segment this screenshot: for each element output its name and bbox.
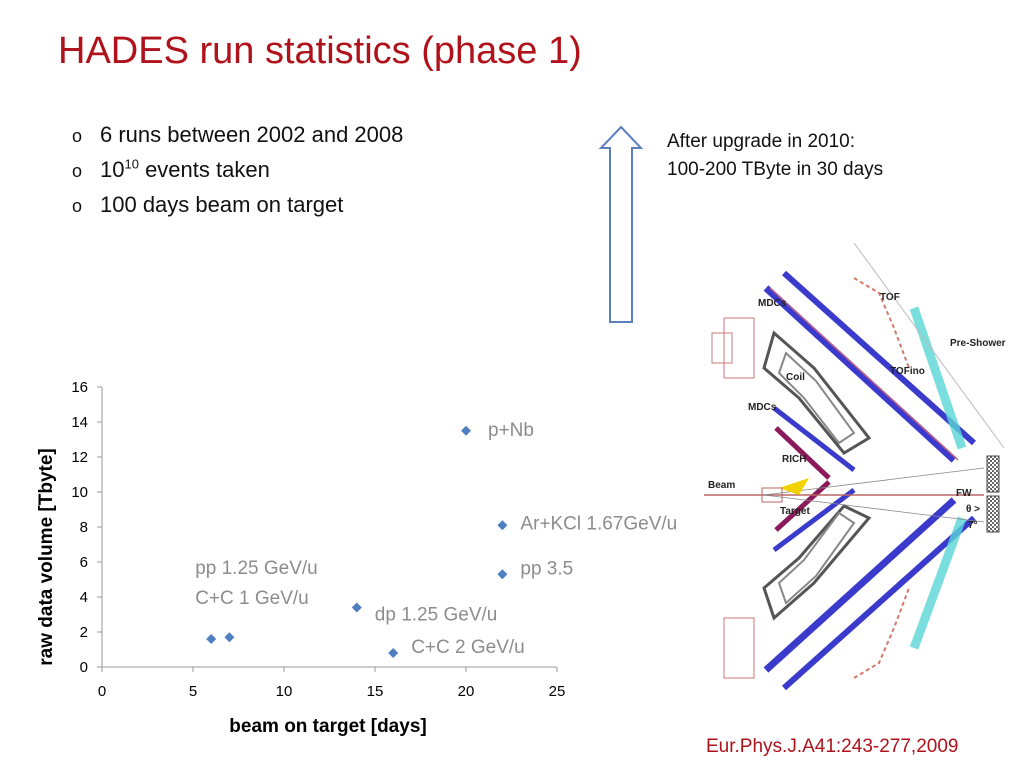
bullet-list: o 6 runs between 2002 and 2008 o 1010 even… <box>72 118 403 223</box>
chart-ticks: 0 5 10 15 20 25 0 2 4 6 8 10 12 14 16 <box>71 379 565 700</box>
x-tick-label: 25 <box>549 683 566 700</box>
data-point <box>351 602 362 613</box>
bullet-circle-icon: o <box>72 161 83 181</box>
x-tick-label: 0 <box>98 683 106 700</box>
bullet-item: o 100 days beam on target <box>72 188 403 223</box>
y-tick-label: 2 <box>80 624 88 641</box>
data-annotation: Ar+KCl 1.67GeV/u <box>520 513 677 534</box>
y-tick-label: 6 <box>80 554 88 571</box>
upper-sector-drawing <box>711 242 1005 480</box>
y-tick-label: 16 <box>71 379 88 396</box>
detector-label: TOF <box>880 292 900 303</box>
x-axis-label: beam on target [days] <box>229 716 426 737</box>
data-annotation: dp 1.25 GeV/u <box>375 605 498 626</box>
upgrade-line: After upgrade in 2010: <box>667 131 856 152</box>
data-point <box>497 520 508 531</box>
up-arrow-icon <box>598 125 644 323</box>
bullet-circle-icon: o <box>72 126 83 146</box>
detector-label: MDCs <box>758 298 787 309</box>
bullet-item: o 1010 events taken <box>72 153 403 188</box>
bullet-item: o 6 runs between 2002 and 2008 <box>72 118 403 153</box>
x-tick-label: 5 <box>189 683 197 700</box>
y-tick-label: 8 <box>80 519 88 536</box>
data-point <box>461 425 471 436</box>
chart-points <box>206 425 508 658</box>
scatter-chart: 0 5 10 15 20 25 0 2 4 6 8 10 12 14 16 p+Nb Ar+KCl 1.67G… <box>36 379 677 737</box>
detector-label: θ > <box>966 504 980 515</box>
x-tick-label: 10 <box>276 683 293 700</box>
y-tick-label: 12 <box>71 449 88 466</box>
bullet-text: 100 days beam on target <box>100 192 344 217</box>
data-point <box>497 569 508 580</box>
lower-sector-drawing <box>723 480 977 691</box>
bullet-exponent: 10 <box>124 156 139 172</box>
data-point <box>224 632 235 643</box>
upgrade-note: After upgrade in 2010: 100-200 TByte in … <box>667 128 883 184</box>
data-annotation: pp 1.25 GeV/u <box>195 558 318 579</box>
y-tick-label: 10 <box>71 484 88 501</box>
detector-label: Pre-Shower <box>950 338 1006 349</box>
data-annotation: pp 3.5 <box>520 558 573 579</box>
y-tick-label: 0 <box>80 659 88 676</box>
detector-label: 7° <box>968 520 978 531</box>
y-tick-label: 14 <box>71 414 88 431</box>
bullet-base: 10 <box>100 157 125 182</box>
beam-line-drawing <box>704 455 1000 533</box>
y-axis-label: raw data volume [Tbyte] <box>36 448 57 666</box>
detector-label: Beam <box>708 480 735 491</box>
detector-label: RICH <box>782 454 806 465</box>
data-point <box>206 634 217 644</box>
bullet-circle-icon: o <box>72 196 83 216</box>
data-annotation: p+Nb <box>488 420 534 441</box>
upgrade-line: 100-200 TByte in 30 days <box>667 159 884 180</box>
detector-label: MDCs <box>748 402 777 413</box>
x-tick-label: 15 <box>367 683 384 700</box>
reference-citation: Eur.Phys.J.A41:243-277,2009 <box>706 736 959 757</box>
data-point <box>388 648 399 658</box>
x-tick-label: 20 <box>458 683 475 700</box>
chart-annotations: p+Nb Ar+KCl 1.67GeV/u pp 3.5 pp 1.25 GeV/u C… <box>195 420 677 658</box>
detector-label: Coil <box>786 372 805 383</box>
bullet-text: events taken <box>138 157 270 182</box>
detector-label: FW <box>956 488 972 499</box>
bullet-text: 6 runs between 2002 and 2008 <box>100 122 404 147</box>
hades-detector-image: MDCs TOF Pre-Shower Coil TOFino MDCs RIC… <box>704 238 1018 722</box>
data-annotation: C+C 1 GeV/u <box>195 588 309 609</box>
slide-title: HADES run statistics (phase 1) <box>58 30 582 72</box>
detector-label: Target <box>780 506 810 517</box>
y-tick-label: 4 <box>80 589 88 606</box>
detector-label: TOFino <box>890 366 925 377</box>
data-annotation: C+C 2 GeV/u <box>411 637 525 658</box>
